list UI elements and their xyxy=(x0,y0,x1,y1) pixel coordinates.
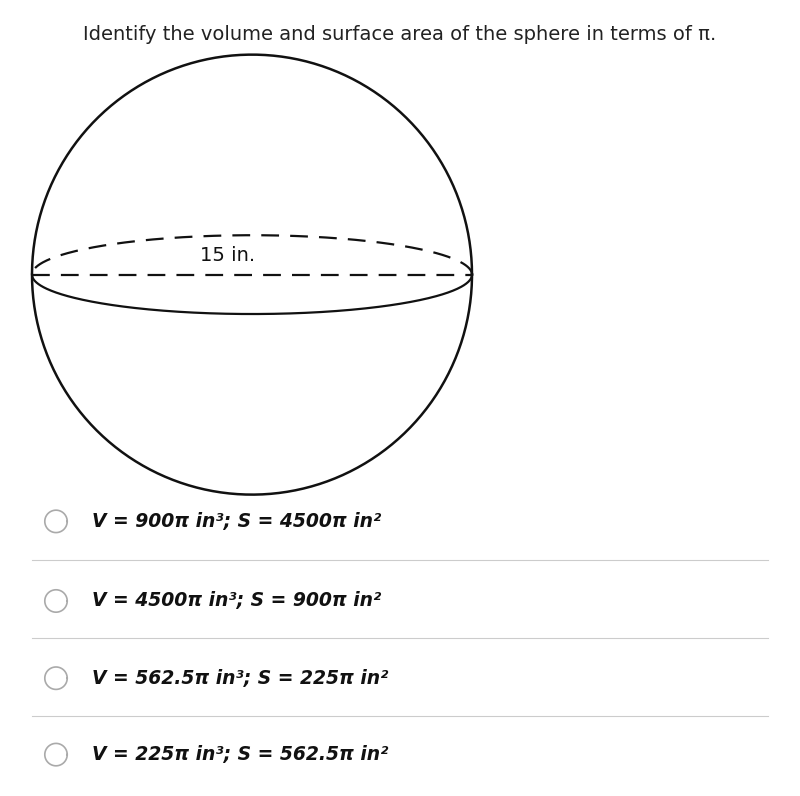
Text: V = 225π in³; S = 562.5π in²: V = 225π in³; S = 562.5π in² xyxy=(92,745,388,764)
Text: 15 in.: 15 in. xyxy=(201,246,255,265)
Text: Identify the volume and surface area of the sphere in terms of π.: Identify the volume and surface area of … xyxy=(83,25,717,45)
Text: V = 562.5π in³; S = 225π in²: V = 562.5π in³; S = 225π in² xyxy=(92,669,388,688)
Text: V = 900π in³; S = 4500π in²: V = 900π in³; S = 4500π in² xyxy=(92,512,382,531)
Text: V = 4500π in³; S = 900π in²: V = 4500π in³; S = 900π in² xyxy=(92,591,382,611)
